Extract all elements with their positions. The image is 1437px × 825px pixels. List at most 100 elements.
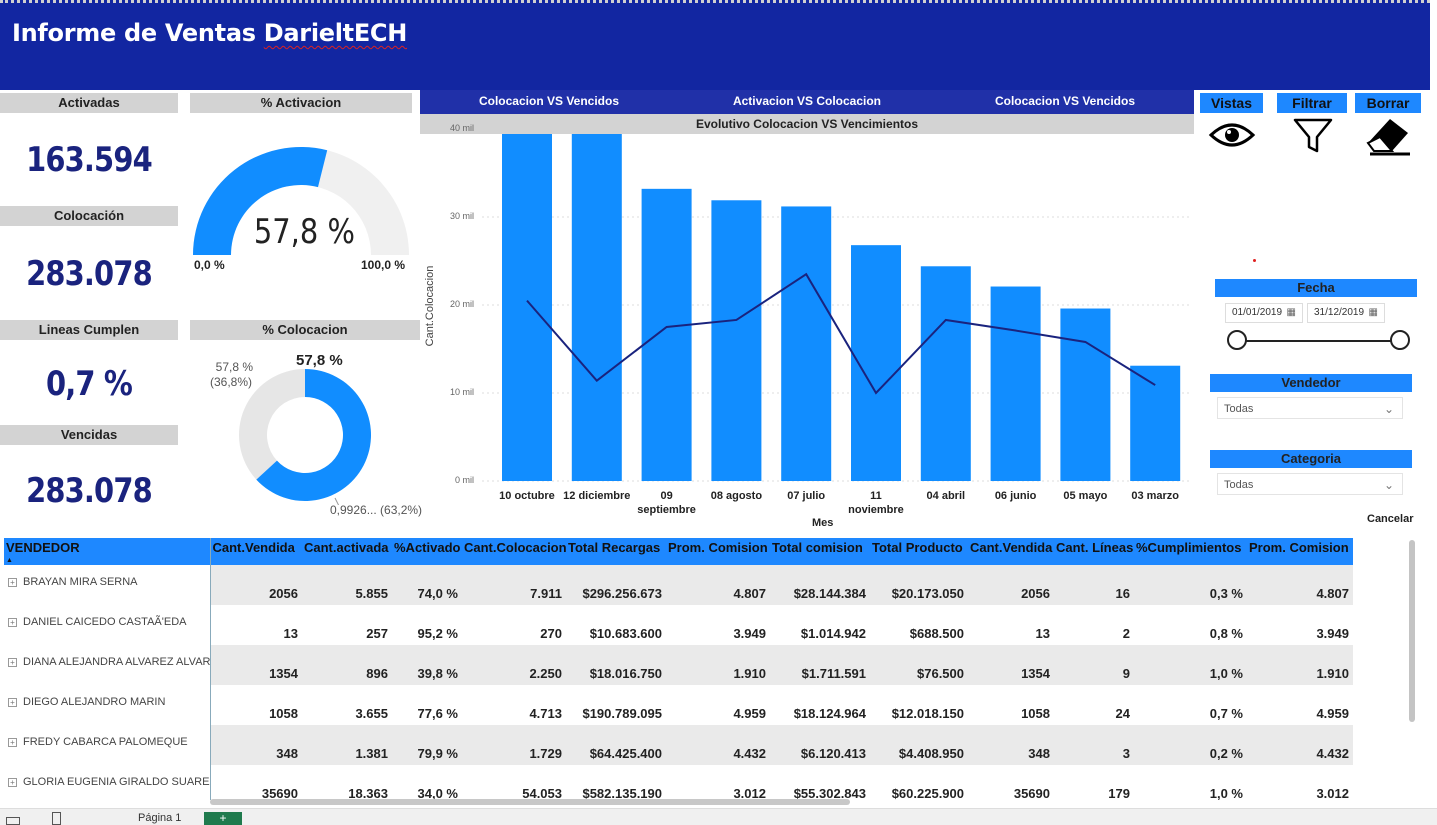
- column-header[interactable]: Total comision: [770, 538, 870, 565]
- column-header[interactable]: Cant.Vendida: [968, 538, 1054, 565]
- table-cell: 39,8 %: [392, 645, 462, 685]
- expand-icon[interactable]: +: [8, 617, 17, 627]
- table-cell: 4.959: [1316, 706, 1349, 721]
- borrar-button[interactable]: Borrar: [1355, 93, 1421, 113]
- filtrar-button[interactable]: Filtrar: [1277, 93, 1347, 113]
- gauge-min: 0,0 %: [194, 258, 225, 272]
- chart-bar[interactable]: [711, 200, 762, 481]
- table-cell: 95,2 %: [417, 626, 458, 641]
- table-cell: 1.729: [462, 725, 566, 765]
- chart-bar[interactable]: [1130, 365, 1181, 481]
- table-horizontal-scrollbar[interactable]: [210, 799, 850, 805]
- column-header[interactable]: Total Recargas: [566, 538, 666, 565]
- chart-bar[interactable]: [920, 266, 971, 481]
- column-header[interactable]: Cant. Líneas: [1054, 538, 1134, 565]
- chart-bar[interactable]: [990, 286, 1041, 481]
- table-header-row: VENDEDOR Cant.Vendida Cant.activada %Activa…: [4, 538, 1353, 565]
- cancel-button[interactable]: Cancelar: [1367, 513, 1414, 525]
- table-cell: 1.910: [666, 645, 770, 685]
- sales-table: VENDEDOR Cant.Vendida Cant.activada %Activa…: [4, 538, 1354, 800]
- eye-icon[interactable]: [1208, 117, 1256, 153]
- vendedor-name-cell: + DIEGO ALEJANDRO MARIN: [4, 685, 211, 725]
- table-row[interactable]: + DIEGO ALEJANDRO MARIN 1058 3.655 77,6 % 4.7…: [4, 685, 1353, 725]
- column-header[interactable]: %Cumplimientos: [1134, 538, 1247, 565]
- table-row[interactable]: + GLORIA EUGENIA GIRALDO SUAREZ 35690 18.36…: [4, 765, 1353, 800]
- vendedor-name-cell: + DANIEL CAICEDO CASTAÃ'EDA: [4, 605, 211, 645]
- column-header[interactable]: Cant.activada: [302, 538, 392, 565]
- vendedor-name: BRAYAN MIRA SERNA: [23, 576, 138, 588]
- expand-icon[interactable]: +: [8, 737, 17, 747]
- table-cell: 3.655: [355, 706, 388, 721]
- column-header[interactable]: %Activado: [392, 538, 462, 565]
- table-row[interactable]: + BRAYAN MIRA SERNA 2056 5.855 74,0 % 7.911 $2…: [4, 565, 1353, 605]
- chart-x-tick-label: 11 noviembre: [848, 490, 904, 516]
- chart-bar[interactable]: [781, 206, 832, 481]
- page-nav-icon-2[interactable]: [52, 812, 61, 825]
- fecha-start-input[interactable]: 01/01/2019 ▦: [1225, 303, 1303, 323]
- eraser-icon[interactable]: [1364, 115, 1414, 157]
- chart-bar[interactable]: [1060, 308, 1111, 481]
- chart-x-tick-label: 12 diciembre: [563, 490, 631, 502]
- sales-table-container: VENDEDOR Cant.Vendida Cant.activada %Activa…: [0, 538, 1437, 800]
- vistas-button[interactable]: Vistas: [1200, 93, 1263, 113]
- funnel-icon[interactable]: [1292, 117, 1334, 155]
- table-cell: 4.713: [529, 706, 562, 721]
- chart-bar[interactable]: [571, 134, 622, 481]
- kpi-lineas-value: 0,7 %: [46, 364, 133, 404]
- vendedor-slicer-header: Vendedor: [1210, 374, 1412, 392]
- table-cell: 2: [1122, 626, 1130, 641]
- column-header[interactable]: Cant.Vendida: [210, 538, 302, 565]
- kpi-vencidas-label: Vencidas: [0, 425, 178, 445]
- kpi-vencidas-value: 283.078: [26, 471, 153, 511]
- tab-colocacion-vs-vencidos-2[interactable]: Colocacion VS Vencidos: [994, 94, 1136, 108]
- table-row[interactable]: + FREDY CABARCA PALOMEQUE 348 1.381 79,9 % 1.…: [4, 725, 1353, 765]
- table-vertical-scrollbar[interactable]: [1409, 540, 1415, 722]
- table-cell: $582.135.190: [582, 786, 662, 800]
- calendar-icon[interactable]: ▦: [1368, 307, 1378, 318]
- add-page-button[interactable]: +: [204, 812, 242, 825]
- table-row[interactable]: + DIANA ALEJANDRA ALVAREZ ALVAREZ 1354 896 3…: [4, 645, 1353, 685]
- table-cell: 1058: [269, 706, 298, 721]
- page-tab-1[interactable]: Página 1: [138, 812, 182, 824]
- tab-colocacion-vs-vencidos[interactable]: Colocacion VS Vencidos: [478, 94, 620, 108]
- column-header[interactable]: Prom. Comision: [666, 538, 770, 565]
- fecha-end-input[interactable]: 31/12/2019 ▦: [1307, 303, 1385, 323]
- donut-slice-grey: [239, 369, 305, 480]
- gauge-fill: [193, 147, 328, 255]
- table-cell: $10.683.600: [589, 626, 662, 641]
- expand-icon[interactable]: +: [8, 697, 17, 707]
- table-cell: 0,3 %: [1134, 565, 1247, 605]
- fecha-range-end-handle[interactable]: [1390, 330, 1410, 350]
- gauge-label: % Activacion: [190, 93, 412, 113]
- chart-x-tick-label: 09 septiembre: [637, 490, 696, 516]
- expand-icon[interactable]: +: [8, 577, 17, 587]
- chart-series-line[interactable]: [526, 272, 1156, 395]
- column-header[interactable]: Cant.Colocacion: [462, 538, 566, 565]
- chart-bar[interactable]: [502, 134, 552, 481]
- expand-icon[interactable]: +: [8, 777, 17, 787]
- page-nav-icon[interactable]: [6, 817, 20, 825]
- categoria-dropdown[interactable]: Todas ⌄: [1217, 473, 1403, 495]
- chart-y-tick-label: 0 mil: [454, 475, 474, 485]
- table-cell: 2.250: [462, 645, 566, 685]
- table-cell: $55.302.843: [793, 786, 866, 800]
- vendedor-name-cell: + DIANA ALEJANDRA ALVAREZ ALVAREZ: [4, 645, 211, 685]
- categoria-slicer-header: Categoria: [1210, 450, 1412, 468]
- table-cell: 4.432: [666, 725, 770, 765]
- table-cell: 13: [283, 626, 298, 641]
- table-cell: $12.018.150: [891, 706, 964, 721]
- column-header[interactable]: Prom. Comision: [1247, 538, 1353, 565]
- expand-icon[interactable]: +: [8, 657, 17, 667]
- table-cell: 18.363: [348, 786, 388, 800]
- column-header[interactable]: VENDEDOR: [4, 538, 211, 565]
- fecha-range-start-handle[interactable]: [1227, 330, 1247, 350]
- column-header[interactable]: Total Producto: [870, 538, 968, 565]
- chart-bar[interactable]: [641, 188, 692, 481]
- vendedor-dropdown[interactable]: Todas ⌄: [1217, 397, 1403, 419]
- calendar-icon[interactable]: ▦: [1286, 307, 1296, 318]
- table-row[interactable]: + DANIEL CAICEDO CASTAÃ'EDA 13 257 95,2 % 270…: [4, 605, 1353, 645]
- sort-ascending-icon[interactable]: ▲: [6, 557, 13, 564]
- tab-activacion-vs-colocacion[interactable]: Activacion VS Colocacion: [732, 94, 882, 108]
- vendedor-name-cell: + BRAYAN MIRA SERNA: [4, 565, 211, 605]
- table-cell: $688.500: [909, 626, 964, 641]
